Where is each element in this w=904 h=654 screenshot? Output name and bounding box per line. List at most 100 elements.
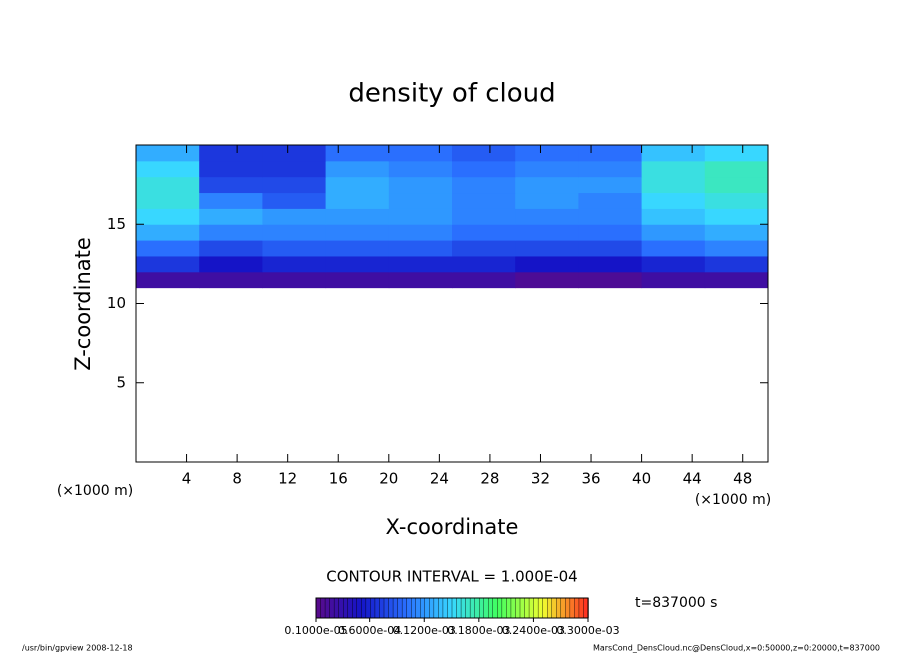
heat-cell <box>704 255 769 273</box>
heat-cell <box>578 145 643 162</box>
contour-interval: CONTOUR INTERVAL = 1.000E-04 <box>326 568 577 586</box>
heat-cell <box>704 192 769 209</box>
heat-cell <box>136 271 200 289</box>
heat-cell <box>388 208 453 225</box>
x-tick-label: 4 <box>182 470 192 488</box>
colorbar-segment <box>338 597 344 619</box>
heat-cell <box>136 160 200 178</box>
heat-cell <box>452 208 516 225</box>
colorbar-segment <box>524 597 530 619</box>
heat-cell <box>452 255 516 273</box>
colorbar-segment <box>574 597 580 619</box>
heat-cell <box>136 192 200 209</box>
heat-cell <box>262 192 327 209</box>
heat-cell <box>262 145 327 162</box>
x-tick-label: 48 <box>733 470 752 488</box>
colorbar-tick-label: 0.6000e-04 <box>338 624 401 637</box>
colorbar-segment <box>397 597 403 619</box>
colorbar-segment <box>420 597 426 619</box>
x-tick-label: 24 <box>430 470 449 488</box>
heat-cell <box>515 240 579 257</box>
heat-cell <box>704 208 769 225</box>
colorbar-segment <box>388 597 394 619</box>
heat-cell <box>199 271 263 289</box>
heat-cell <box>641 160 706 178</box>
colorbar-segment <box>456 597 462 619</box>
heat-cell <box>388 176 453 194</box>
x-unit: (×1000 m) <box>695 492 771 508</box>
colorbar-segment <box>542 597 548 619</box>
heat-cell <box>388 224 453 241</box>
heat-cell <box>515 192 579 209</box>
colorbar-segment <box>569 597 576 619</box>
heat-cell <box>578 176 643 194</box>
heat-cell <box>262 224 327 241</box>
heat-cell <box>262 208 327 225</box>
heat-cell <box>388 255 453 273</box>
heat-cell <box>325 176 390 194</box>
heat-cell <box>515 255 579 273</box>
colorbar-segment <box>483 597 489 619</box>
x-tick-label: 12 <box>278 470 297 488</box>
colorbar-segment <box>383 597 390 619</box>
heat-cell <box>199 255 263 273</box>
heat-cell <box>262 240 327 257</box>
heat-cell <box>641 224 706 241</box>
heat-cell <box>515 145 579 162</box>
heat-cell <box>641 176 706 194</box>
heat-cell <box>578 192 643 209</box>
heat-cell <box>641 255 706 273</box>
heat-cell <box>452 192 516 209</box>
x-tick-label: 44 <box>683 470 702 488</box>
heat-cell <box>325 160 390 178</box>
heat-cell <box>452 160 516 178</box>
heat-cell <box>578 255 643 273</box>
heat-cell <box>515 176 579 194</box>
colorbar-segment <box>447 597 453 619</box>
colorbar-segment <box>497 597 503 619</box>
y-tick-label: 5 <box>116 373 126 391</box>
colorbar-segment <box>515 597 521 619</box>
x-tick-label: 32 <box>531 470 550 488</box>
heat-cell <box>452 271 516 289</box>
heat-cell <box>388 145 453 162</box>
heat-cell <box>641 271 706 289</box>
heat-cell <box>136 240 200 257</box>
footer-left: /usr/bin/gpview 2008-12-18 <box>22 644 133 653</box>
colorbar-segment <box>442 597 449 619</box>
footer-right: MarsCond_DensCloud.nc@DensCloud,x=0:5000… <box>593 644 880 653</box>
heat-cell <box>515 160 579 178</box>
heat-cell <box>325 208 390 225</box>
heat-cell <box>515 271 579 289</box>
colorbar-segment <box>510 597 517 619</box>
colorbar-segment <box>315 597 322 619</box>
heat-cell <box>325 224 390 241</box>
colorbar-segment <box>474 597 480 619</box>
colorbar-segment <box>333 597 340 619</box>
heat-cell <box>578 224 643 241</box>
heat-cell <box>704 224 769 241</box>
time-label: t=837000 s <box>635 595 717 611</box>
colorbar-segment <box>578 597 585 619</box>
colorbar-segment <box>506 597 512 619</box>
colorbar-segment <box>429 597 435 619</box>
heat-cell <box>578 271 643 289</box>
colorbar-segment <box>528 597 535 619</box>
colorbar-tick-label: 0.1200e-03 <box>393 624 456 637</box>
colorbar-segment <box>415 597 421 619</box>
colorbar-segment <box>392 597 399 619</box>
colorbar-segment <box>551 597 557 619</box>
colorbar-segment <box>424 597 431 619</box>
heat-cell <box>578 208 643 225</box>
heat-cell <box>388 192 453 209</box>
heat-cell <box>641 145 706 162</box>
heat-cell <box>199 240 263 257</box>
colorbar-segment <box>565 597 571 619</box>
colorbar-tick-label: 0.1800e-03 <box>447 624 510 637</box>
colorbar-segment <box>547 597 553 619</box>
heat-cell <box>641 240 706 257</box>
x-tick-label: 36 <box>581 470 600 488</box>
heat-cell <box>578 160 643 178</box>
heat-cell <box>704 176 769 194</box>
heat-cell <box>578 240 643 257</box>
